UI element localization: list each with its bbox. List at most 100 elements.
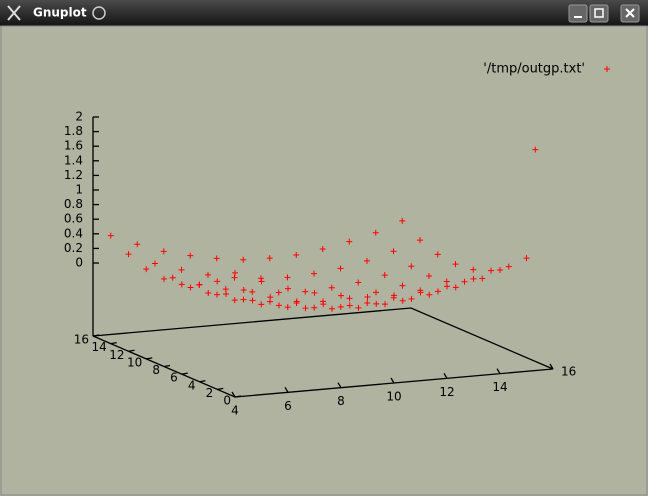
y-tick <box>92 334 100 337</box>
point <box>426 273 432 280</box>
point <box>205 289 212 296</box>
y-tick <box>128 349 135 352</box>
point <box>311 289 318 296</box>
maximize-button[interactable] <box>589 4 609 23</box>
y-tick <box>110 341 117 345</box>
z-tick-label: 0 <box>75 256 83 270</box>
point <box>205 271 211 278</box>
point <box>364 300 371 307</box>
y-tick <box>146 357 153 360</box>
point <box>311 304 318 311</box>
point <box>187 284 194 291</box>
point <box>390 248 397 255</box>
z-tick-label: 2 <box>75 110 83 124</box>
app-icon <box>7 5 21 21</box>
point <box>293 300 300 307</box>
minimize-button[interactable] <box>568 4 588 23</box>
point <box>249 297 256 304</box>
point <box>231 297 238 304</box>
point <box>311 270 317 277</box>
x-tick-label: 14 <box>492 380 507 394</box>
point <box>417 287 424 294</box>
point <box>275 289 282 296</box>
x-tick <box>284 386 289 393</box>
x-tick-label: 8 <box>337 394 345 408</box>
y-tick-label: 14 <box>91 340 106 354</box>
point <box>505 263 512 270</box>
point <box>329 305 335 312</box>
point <box>399 217 406 224</box>
point <box>382 301 388 308</box>
point <box>107 232 114 239</box>
point <box>178 266 185 273</box>
y-tick-label: 0 <box>223 394 231 408</box>
z-tick-label: 0.8 <box>64 197 83 211</box>
window-frame <box>0 25 648 496</box>
point <box>346 238 353 245</box>
point <box>346 295 353 302</box>
legend-marker <box>604 66 610 72</box>
z-tick-label: 1 <box>75 183 83 197</box>
y-tick-label: 2 <box>206 386 214 400</box>
point <box>169 274 176 281</box>
point <box>346 302 353 309</box>
x-tick <box>549 363 554 370</box>
legend-label: '/tmp/outgp.txt' <box>483 62 585 77</box>
z-tick-label: 1.4 <box>64 153 83 167</box>
point <box>143 266 150 273</box>
y-tick <box>181 372 188 375</box>
point <box>267 298 273 305</box>
point <box>355 304 362 311</box>
point <box>461 278 468 285</box>
point <box>160 248 167 255</box>
y-tick <box>163 364 171 368</box>
point <box>470 266 477 273</box>
point <box>337 303 344 310</box>
point <box>381 272 388 279</box>
point <box>240 256 247 263</box>
point <box>435 288 441 295</box>
z-tick-label: 0.6 <box>64 212 83 226</box>
point <box>285 285 291 292</box>
x-tick <box>337 382 342 389</box>
y-tick-label: 10 <box>127 355 142 369</box>
x-tick-label: 16 <box>561 365 576 379</box>
point <box>266 255 273 262</box>
window-title: Gnuplot <box>33 6 87 20</box>
point <box>284 304 291 311</box>
point <box>222 286 229 293</box>
point <box>479 275 486 282</box>
x-tick-label: 12 <box>439 385 454 399</box>
close-icon <box>625 8 635 18</box>
point <box>328 284 335 291</box>
point <box>399 297 406 304</box>
point <box>258 275 264 282</box>
point <box>372 229 379 236</box>
point <box>408 295 415 302</box>
y-tick-label: 12 <box>109 348 124 362</box>
y-tick <box>199 380 206 383</box>
point <box>399 282 406 289</box>
point <box>134 241 141 248</box>
point <box>178 281 185 288</box>
x-tick <box>231 391 236 398</box>
y-tick-label: 4 <box>188 378 196 392</box>
z-tick-label: 1.2 <box>64 168 83 182</box>
point <box>532 146 539 153</box>
point <box>302 305 309 312</box>
point <box>497 267 503 274</box>
point <box>293 252 300 259</box>
point <box>373 300 380 307</box>
point <box>214 278 221 285</box>
point <box>284 274 291 281</box>
y-tick <box>217 387 224 391</box>
x-tick-label: 4 <box>231 404 239 418</box>
point <box>470 275 477 282</box>
point <box>187 252 194 259</box>
point <box>337 265 344 272</box>
point <box>426 291 433 298</box>
x-tick <box>496 368 501 375</box>
point <box>408 263 415 270</box>
